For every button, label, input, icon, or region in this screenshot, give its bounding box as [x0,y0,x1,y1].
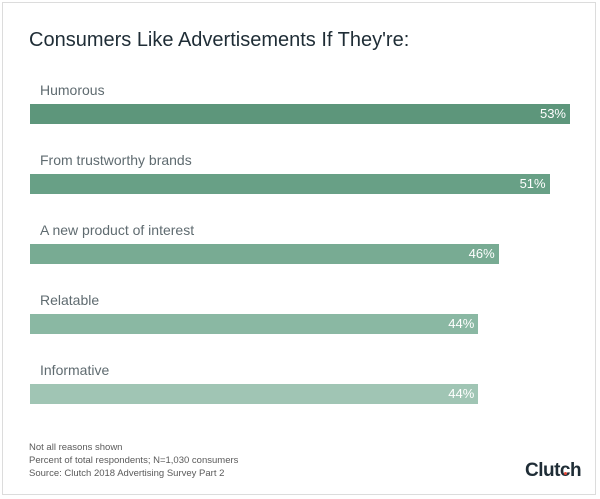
footnote: Source: Clutch 2018 Advertising Survey P… [29,468,225,479]
value-label: 44% [448,316,475,331]
category-label: Relatable [40,292,100,308]
category-label: A new product of interest [40,222,195,238]
bar: 51% [30,174,550,194]
clutch-logo: Clutch [525,460,582,481]
category-label: Humorous [40,82,105,98]
footnote: Percent of total respondents; N=1,030 co… [29,455,239,466]
category-label: Informative [40,362,110,378]
value-label: 44% [448,386,475,401]
bar: 53% [30,104,570,124]
value-label: 51% [519,176,546,191]
value-label: 53% [539,106,566,121]
category-label: From trustworthy brands [40,152,192,168]
bar: 44% [30,314,479,334]
footnote: Not all reasons shown [29,442,123,453]
chart-frame [2,2,596,495]
value-label: 46% [468,246,495,261]
chart-title: Consumers Like Advertisements If They're… [29,29,410,51]
bar: 44% [30,384,479,404]
bar: 46% [30,244,499,264]
logo-dot [564,472,567,475]
